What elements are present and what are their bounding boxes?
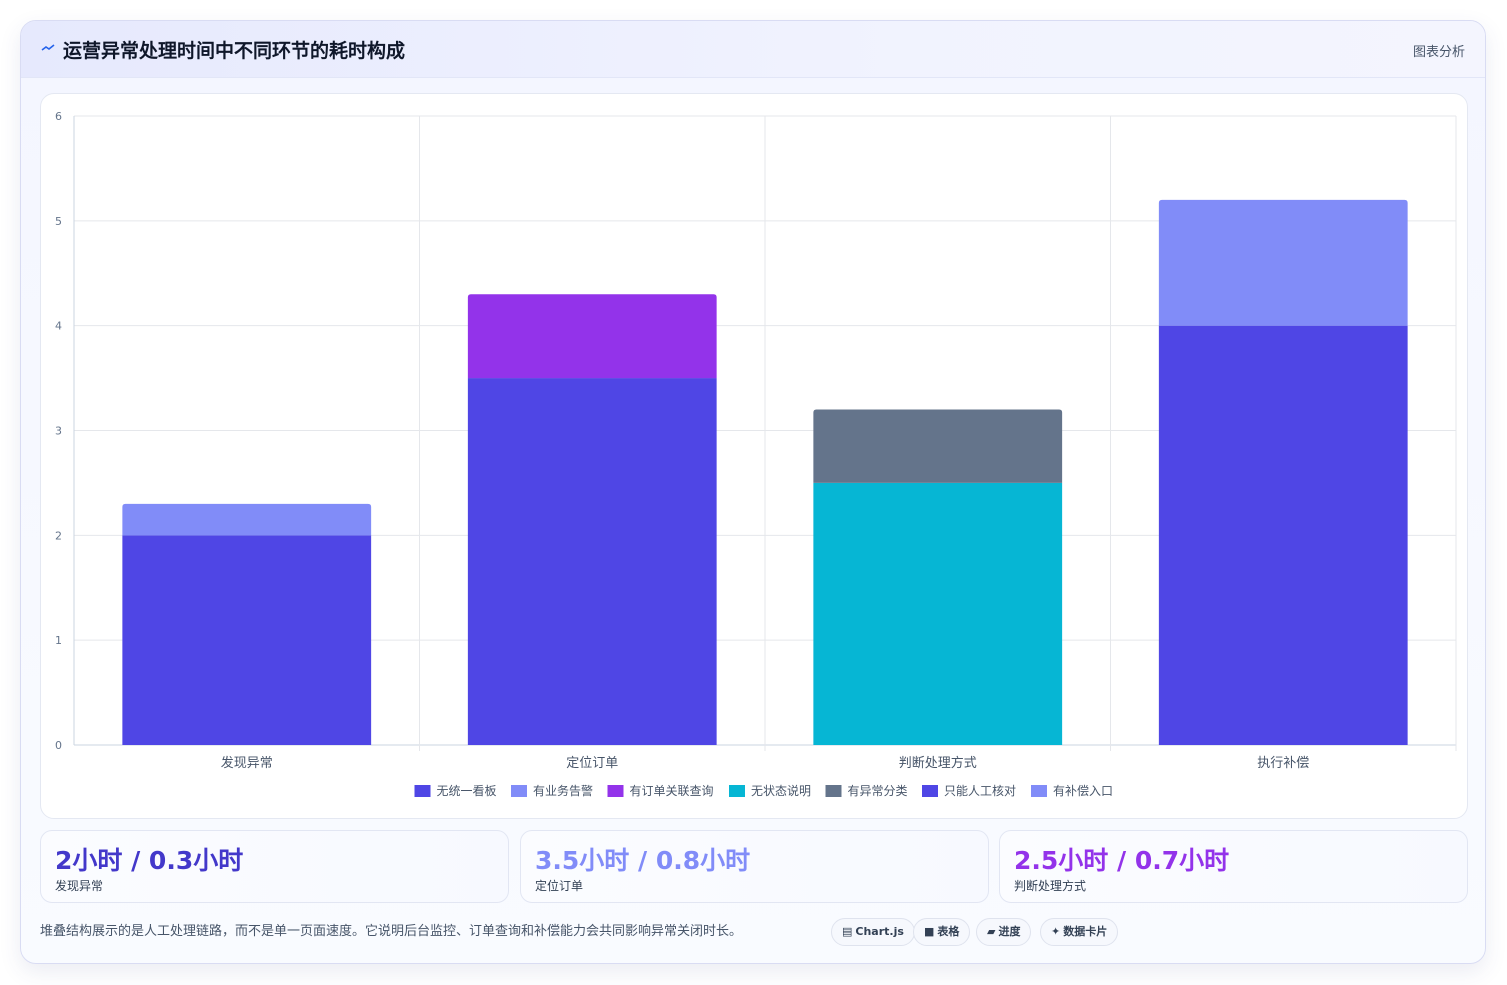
x-tick-label: 判断处理方式 [899, 755, 977, 771]
chip-label: 数据卡片 [1063, 925, 1108, 938]
sparkle-icon: ✦ [1051, 925, 1061, 938]
trend-line-icon [41, 44, 55, 51]
stat-label: 发现异常 [55, 879, 104, 893]
card-header: 运营异常处理时间中不同环节的耗时构成 图表分析 [21, 21, 1485, 78]
stat-value: 2.5小时 / 0.7小时 [1014, 846, 1230, 875]
stat-value: 2小时 / 0.3小时 [55, 846, 244, 875]
x-tick-label: 执行补偿 [1257, 756, 1309, 771]
legend-swatch [922, 785, 938, 797]
chip-data-card[interactable]: ✦ 数据卡片 [1040, 918, 1119, 946]
legend-label: 有异常分类 [848, 784, 908, 798]
legend-label: 有订单关联查询 [630, 784, 714, 798]
chart-analysis-link[interactable]: 图表分析 [1412, 45, 1465, 60]
x-tick-label: 发现异常 [221, 755, 273, 771]
legend-swatch [414, 785, 431, 797]
y-tick-label: 6 [55, 110, 62, 123]
card-title: 运营异常处理时间中不同环节的耗时构成 [63, 40, 406, 62]
chip-label: Chart.js [855, 925, 904, 938]
chip-label: 进度 [998, 925, 1021, 938]
stat-label: 定位订单 [535, 879, 584, 893]
chip-progress[interactable]: ▰ 进度 [976, 918, 1032, 946]
stat-label: 判断处理方式 [1014, 879, 1087, 893]
y-tick-label: 2 [55, 529, 62, 542]
stat-card-discover: 2小时 / 0.3小时 发现异常 [40, 830, 509, 903]
bar-segment [813, 409, 1063, 483]
y-tick-label: 1 [55, 634, 62, 647]
chip-table[interactable]: ■ 表格 [913, 918, 971, 946]
x-tick-label: 定位订单 [566, 756, 618, 771]
stat-value: 3.5小时 / 0.8小时 [535, 846, 751, 875]
legend-swatch [511, 785, 527, 797]
legend-label: 无状态说明 [751, 783, 811, 798]
chart-container: 0 1 2 3 4 5 6 发现异常 定位订单 判断处理方式 执行补偿无统一看板 有业务告警 有订单关联… [40, 93, 1468, 819]
legend-swatch [729, 785, 745, 797]
legend-swatch [825, 785, 842, 797]
stat-card-judge: 2.5小时 / 0.7小时 判断处理方式 [999, 830, 1468, 903]
bar-segment [1158, 199, 1408, 326]
y-tick-label: 5 [55, 215, 62, 228]
legend-swatch [1031, 785, 1047, 797]
legend-swatch [607, 785, 624, 797]
chip-label: 表格 [937, 925, 960, 938]
bar-segment [1158, 325, 1408, 745]
chart-icon: ▤ [842, 925, 853, 938]
legend-label: 无统一看板 [437, 784, 497, 798]
bar-segment [467, 294, 717, 379]
chart-footnote: 堆叠结构展示的是人工处理链路，而不是单一页面速度。它说明后台监控、订单查询和补偿… [40, 924, 743, 939]
bar-segment [122, 535, 372, 745]
stat-card-locate: 3.5小时 / 0.8小时 定位订单 [520, 830, 989, 903]
y-tick-label: 3 [55, 425, 62, 438]
legend-label: 有业务告警 [533, 783, 593, 798]
legend-label: 只能人工核对 [944, 784, 1016, 798]
bar-segment [122, 503, 372, 536]
legend-label: 有补偿入口 [1053, 783, 1113, 798]
y-tick-label: 0 [55, 739, 62, 752]
bar-segment [467, 378, 717, 745]
chip-chartjs[interactable]: ▤ Chart.js [831, 918, 915, 946]
bar-segment [813, 482, 1063, 745]
chart-card: 运营异常处理时间中不同环节的耗时构成 图表分析 0 1 2 3 4 5 6 发现异常 定位订单判… [20, 20, 1486, 964]
table-icon: ■ [924, 925, 935, 938]
progress-icon: ▰ [987, 925, 996, 938]
y-tick-label: 4 [55, 320, 62, 333]
